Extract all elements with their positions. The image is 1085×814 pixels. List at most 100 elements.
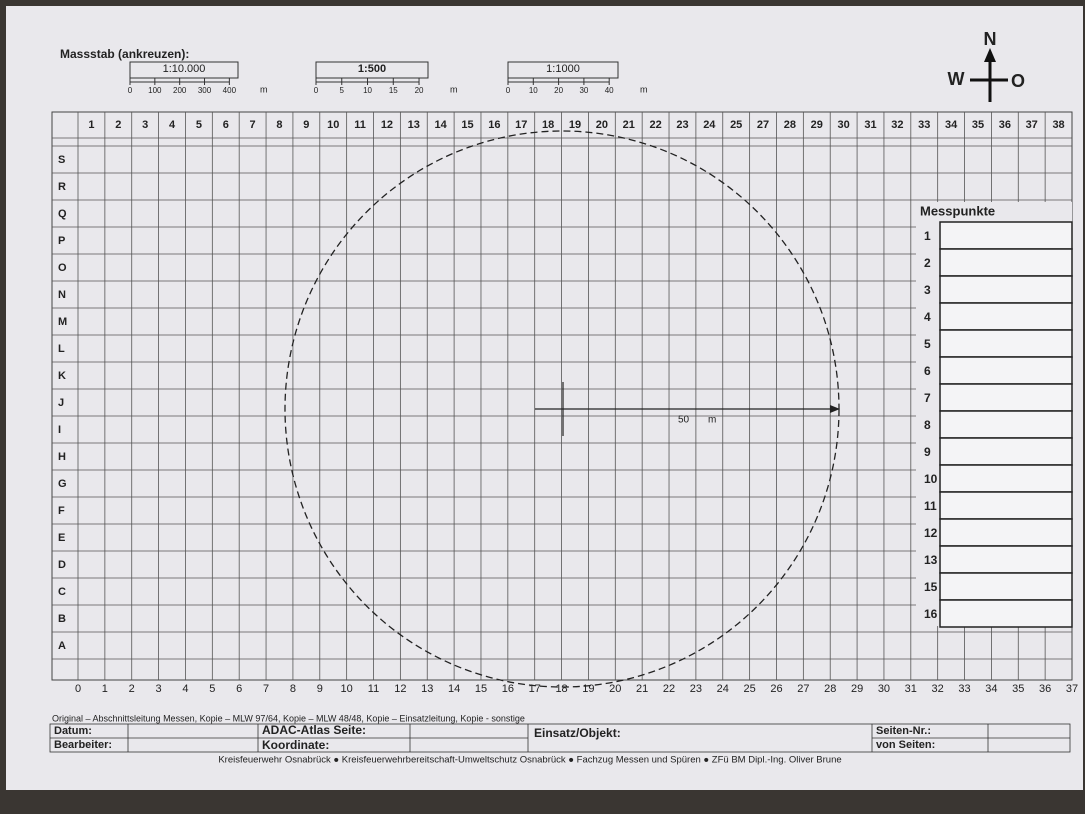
axis-label: 13 xyxy=(421,683,433,695)
scale-tick-label: 100 xyxy=(148,86,162,95)
messpunkt-number: 6 xyxy=(924,364,931,378)
column-label: 1 xyxy=(88,119,94,131)
column-label: 28 xyxy=(784,119,796,131)
axis-label: 1 xyxy=(102,683,108,695)
compass-w: W xyxy=(948,69,965,89)
column-label: 38 xyxy=(1052,119,1064,131)
row-label: A xyxy=(58,640,66,652)
messpunkt-number: 10 xyxy=(924,472,938,486)
column-label: 14 xyxy=(435,119,448,131)
column-label: 11 xyxy=(354,119,366,131)
scale-tick-label: 30 xyxy=(579,86,588,95)
axis-label: 19 xyxy=(582,683,594,695)
scale-tick-label: 0 xyxy=(506,86,511,95)
scale-label: 1:10.000 xyxy=(163,63,206,75)
column-label: 29 xyxy=(811,119,823,131)
radius-unit: m xyxy=(708,415,716,426)
messpunkt-number: 13 xyxy=(924,553,938,567)
messpunkt-box xyxy=(940,276,1072,303)
page: {"scale":{"title":"Massstab (ankreuzen):… xyxy=(0,0,1085,814)
messpunkt-number: 2 xyxy=(924,256,931,270)
column-label: 16 xyxy=(488,119,500,131)
column-label: 23 xyxy=(676,119,688,131)
axis-label: 27 xyxy=(797,683,809,695)
row-label: D xyxy=(58,559,66,571)
axis-label: 25 xyxy=(743,683,755,695)
axis-label: 23 xyxy=(690,683,702,695)
row-label: L xyxy=(58,343,65,355)
axis-label: 18 xyxy=(555,683,567,695)
row-label: M xyxy=(58,316,67,328)
messpunkt-box xyxy=(940,438,1072,465)
row-label: N xyxy=(58,289,66,301)
distribution: Original – Abschnittsleitung Messen, Kop… xyxy=(52,713,525,723)
messpunkt-box xyxy=(940,573,1072,600)
scale-tick-label: 10 xyxy=(363,86,372,95)
column-label: 24 xyxy=(703,119,716,131)
scale-tick-label: 20 xyxy=(415,86,424,95)
axis-label: 28 xyxy=(824,683,836,695)
messpunkt-box xyxy=(940,330,1072,357)
column-label: 34 xyxy=(945,119,958,131)
column-label: 9 xyxy=(303,119,309,131)
scale-tick-label: 10 xyxy=(529,86,538,95)
axis-label: 20 xyxy=(609,683,621,695)
messpunkt-box xyxy=(940,546,1072,573)
axis-label: 3 xyxy=(156,683,162,695)
messpunkt-number: 1 xyxy=(924,229,931,243)
row-label: P xyxy=(58,235,65,247)
column-label: 22 xyxy=(649,119,661,131)
row-label: J xyxy=(58,397,64,409)
column-label: 10 xyxy=(327,119,339,131)
axis-label: 31 xyxy=(905,683,917,695)
messpunkt-box xyxy=(940,600,1072,627)
scale-tick-label: 40 xyxy=(605,86,614,95)
axis-label: 26 xyxy=(770,683,782,695)
axis-label: 9 xyxy=(317,683,323,695)
radius-value: 50 xyxy=(678,415,690,426)
messpunkt-number: 8 xyxy=(924,418,931,432)
axis-label: 2 xyxy=(129,683,135,695)
row-label: F xyxy=(58,505,65,517)
axis-label: 21 xyxy=(636,683,648,695)
row-label: O xyxy=(58,262,67,274)
axis-label: 37 xyxy=(1066,683,1078,695)
column-label: 35 xyxy=(972,119,984,131)
einsatz: Einsatz/Objekt: xyxy=(534,726,621,740)
axis-label: 6 xyxy=(236,683,242,695)
column-label: 5 xyxy=(196,119,202,131)
compass-o: O xyxy=(1011,71,1025,91)
von-seiten: von Seiten: xyxy=(876,739,935,751)
row-label: I xyxy=(58,424,61,436)
column-label: 18 xyxy=(542,119,554,131)
axis-label: 4 xyxy=(182,683,188,695)
scale-tick-label: 5 xyxy=(340,86,345,95)
column-label: 13 xyxy=(408,119,420,131)
column-label: 19 xyxy=(569,119,581,131)
column-label: 37 xyxy=(1026,119,1038,131)
scale-tick-label: 20 xyxy=(554,86,563,95)
column-label: 20 xyxy=(596,119,608,131)
scale-tick-label: 0 xyxy=(314,86,319,95)
axis-label: 33 xyxy=(958,683,970,695)
scale-tick-label: 400 xyxy=(223,86,237,95)
messpunkt-box xyxy=(940,411,1072,438)
column-label: 8 xyxy=(276,119,282,131)
row-label: B xyxy=(58,613,66,625)
messpunkt-box xyxy=(940,384,1072,411)
scale-title: Massstab (ankreuzen): xyxy=(60,47,189,61)
messpunkt-box xyxy=(940,357,1072,384)
axis-label: 10 xyxy=(341,683,353,695)
axis-label: 7 xyxy=(263,683,269,695)
column-label: 27 xyxy=(757,119,769,131)
scale-unit: m xyxy=(640,84,648,94)
row-label: S xyxy=(58,154,65,166)
axis-label: 24 xyxy=(717,683,729,695)
row-label: E xyxy=(58,532,65,544)
axis-label: 16 xyxy=(502,683,514,695)
axis-label: 14 xyxy=(448,683,460,695)
row-label: Q xyxy=(58,208,67,220)
column-label: 21 xyxy=(623,119,635,131)
column-label: 25 xyxy=(730,119,742,131)
axis-label: 0 xyxy=(75,683,81,695)
